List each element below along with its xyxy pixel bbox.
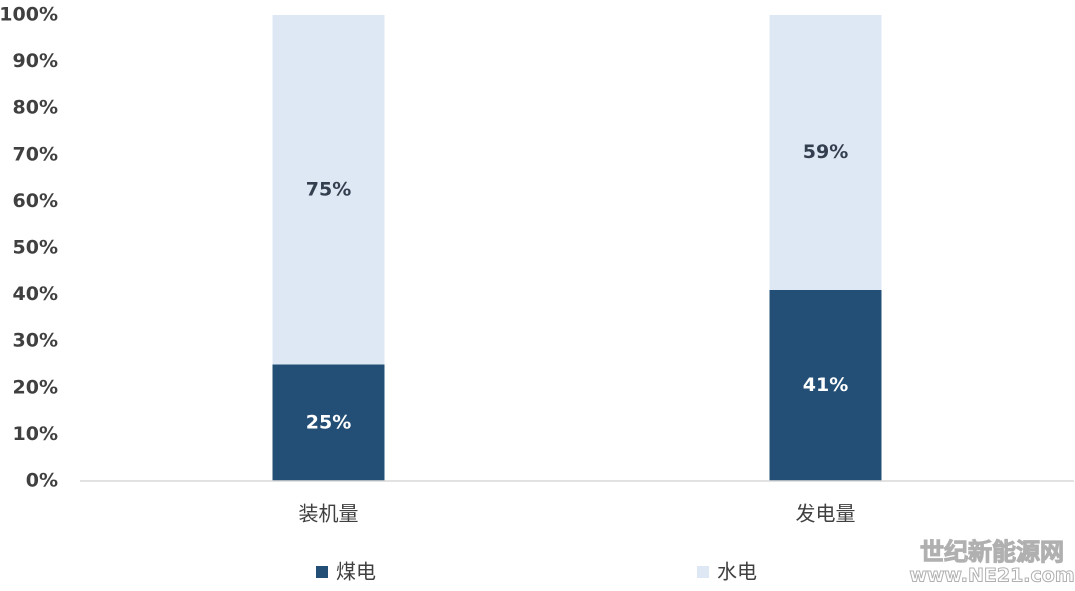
watermark: www.NE21.com [909, 565, 1074, 587]
data-label: 75% [306, 178, 351, 200]
data-label: 41% [803, 374, 848, 396]
bar-segment [272, 364, 385, 481]
legend-label: 煤电 [336, 560, 376, 584]
y-tick-label: 80% [13, 97, 58, 119]
y-tick-label: 40% [13, 283, 58, 305]
y-tick-label: 0% [26, 470, 58, 492]
bar-segment [272, 15, 385, 365]
y-tick-label: 50% [13, 237, 58, 259]
legend-swatch [316, 566, 328, 578]
watermark: 世纪新能源网 [920, 538, 1064, 566]
y-tick-label: 60% [13, 190, 58, 212]
legend-swatch [697, 566, 709, 578]
bar-segment [769, 15, 882, 290]
y-tick-label: 20% [13, 376, 58, 398]
legend-label: 水电 [717, 560, 757, 584]
x-tick-label: 发电量 [796, 502, 856, 526]
y-tick-label: 90% [13, 50, 58, 72]
y-tick-label: 70% [13, 143, 58, 165]
y-tick-label: 100% [0, 4, 58, 26]
y-tick-label: 10% [13, 423, 58, 445]
y-tick-label: 30% [13, 330, 58, 352]
data-label: 25% [306, 411, 351, 433]
x-tick-label: 装机量 [299, 502, 359, 526]
data-label: 59% [803, 141, 848, 163]
bar-segment [769, 289, 882, 481]
